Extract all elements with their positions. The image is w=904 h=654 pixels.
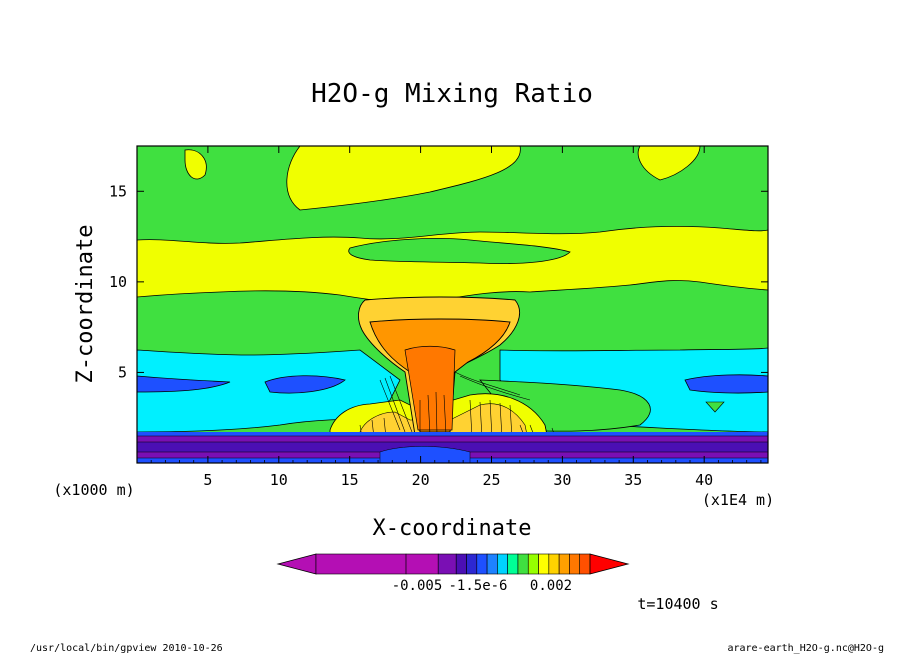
x-tick-label: 20	[412, 471, 430, 489]
footer-left: /usr/local/bin/gpview 2010-10-26	[30, 643, 223, 654]
fill-yellow-upper	[286, 146, 521, 211]
x-tick-label: 5	[203, 471, 212, 489]
y-tick-label: 15	[109, 182, 127, 200]
chart-title: H2O-g Mixing Ratio	[311, 79, 593, 109]
fill-darkorange-core	[404, 345, 456, 431]
x-tick-label: 15	[341, 471, 359, 489]
contour-lines-turbulence	[359, 371, 557, 441]
fill-yellow-middle	[137, 225, 768, 303]
fill-darkpurple-bottom	[137, 442, 768, 452]
x-axis-label: X-coordinate	[373, 516, 532, 541]
x-tick-label: 10	[270, 471, 288, 489]
colorbar-segment	[558, 553, 570, 575]
footer-right: arare-earth_H2O-g.nc@H2O-g	[727, 643, 884, 654]
y-axis-label: Z-coordinate	[73, 225, 98, 384]
fill-yellow-topright	[637, 146, 701, 181]
colorbar-segment	[517, 553, 529, 575]
fill-blue-left	[137, 375, 231, 393]
x-axis-ticks: 5 10 15 20 25 30 35 40	[150, 146, 762, 489]
colorbar-labels: -0.005 -1.5e-6 0.002	[392, 578, 572, 594]
fill-blue-notch	[379, 446, 471, 463]
colorbar-segment	[538, 553, 550, 575]
colorbar-segment	[437, 553, 457, 575]
colorbar-segment	[497, 553, 508, 575]
fill-green-inner	[348, 238, 571, 264]
colorbar-segment	[548, 553, 560, 575]
y-tick-label: 10	[109, 273, 127, 291]
plot-area	[137, 146, 768, 463]
colorbar-segment	[405, 553, 439, 575]
x-axis-unit: (x1E4 m)	[702, 491, 774, 509]
x-tick-label: 30	[553, 471, 571, 489]
y-tick-label: 5	[118, 363, 127, 381]
x-tick-label: 25	[482, 471, 500, 489]
plot-frame	[136, 145, 769, 464]
colorbar-label: -1.5e-6	[448, 578, 507, 594]
y-axis-unit: (x1000 m)	[53, 481, 134, 499]
colorbar-right-triangle	[589, 553, 630, 575]
colorbar-segment	[569, 553, 581, 575]
colorbar-segment	[466, 553, 478, 575]
colorbar-label: 0.002	[530, 578, 572, 594]
time-label: t=10400 s	[637, 595, 718, 613]
colorbar-segment	[527, 553, 539, 575]
colorbar-segment	[315, 553, 407, 575]
colorbar-segment	[455, 553, 467, 575]
colorbar-segment	[507, 553, 519, 575]
fill-blue-right	[684, 374, 768, 394]
fill-blue-center	[264, 375, 346, 394]
fill-yellow-topleft	[184, 149, 207, 180]
colorbar	[276, 553, 630, 575]
x-tick-label: 35	[624, 471, 642, 489]
colorbar-left-triangle	[276, 553, 317, 575]
colorbar-segment	[579, 553, 591, 575]
colorbar-segment	[476, 553, 488, 575]
colorbar-segment	[486, 553, 498, 575]
colorbar-label: -0.005	[392, 578, 443, 594]
fill-green-tri	[705, 401, 725, 413]
y-axis-ticks: 5 10 15	[109, 182, 768, 381]
x-tick-label: 40	[695, 471, 713, 489]
contour-lines-bottom	[137, 435, 768, 459]
